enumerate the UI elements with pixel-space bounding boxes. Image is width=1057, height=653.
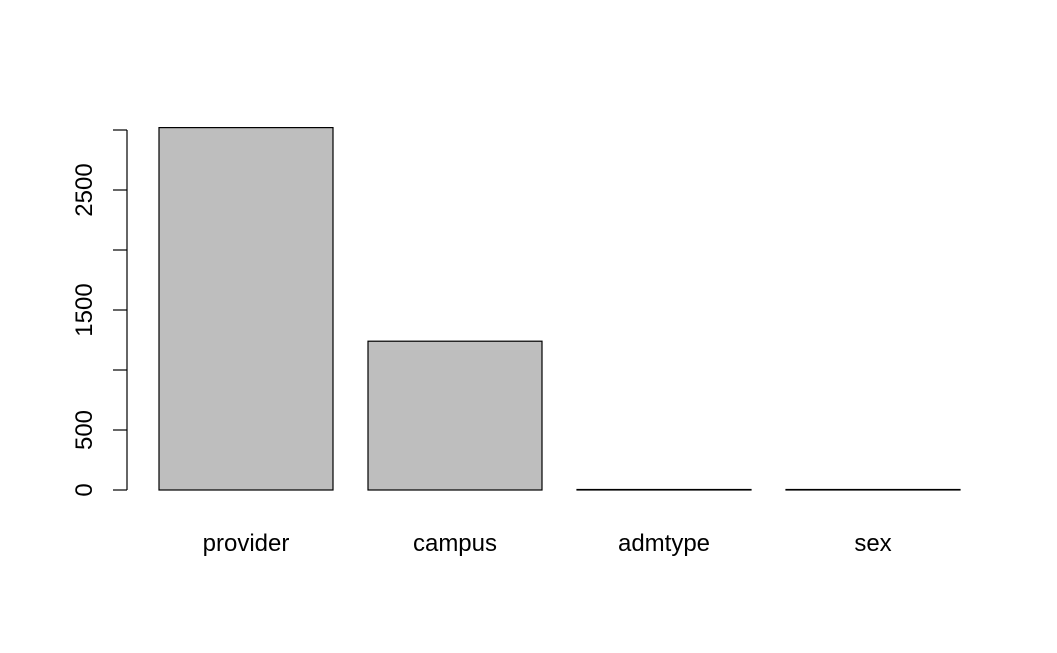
- y-tick-label-0: 0: [71, 483, 98, 496]
- bar-sex: [785, 488, 961, 491]
- y-axis: 0 500 1500 2500: [71, 129, 128, 497]
- y-tick-label-500: 500: [71, 410, 98, 450]
- bar-provider: [158, 126, 334, 491]
- x-tick-label-sex: sex: [854, 530, 891, 557]
- bar-admtype: [576, 488, 752, 491]
- x-tick-label-admtype: admtype: [618, 530, 710, 557]
- y-tick-label-2500: 2500: [71, 163, 98, 216]
- x-tick-label-campus: campus: [413, 530, 497, 557]
- x-tick-label-provider: provider: [203, 530, 290, 557]
- x-axis-labels: provider campus admtype sex: [203, 530, 892, 557]
- y-tick-label-1500: 1500: [71, 283, 98, 336]
- bar-campus: [367, 340, 543, 491]
- bars: [158, 126, 961, 491]
